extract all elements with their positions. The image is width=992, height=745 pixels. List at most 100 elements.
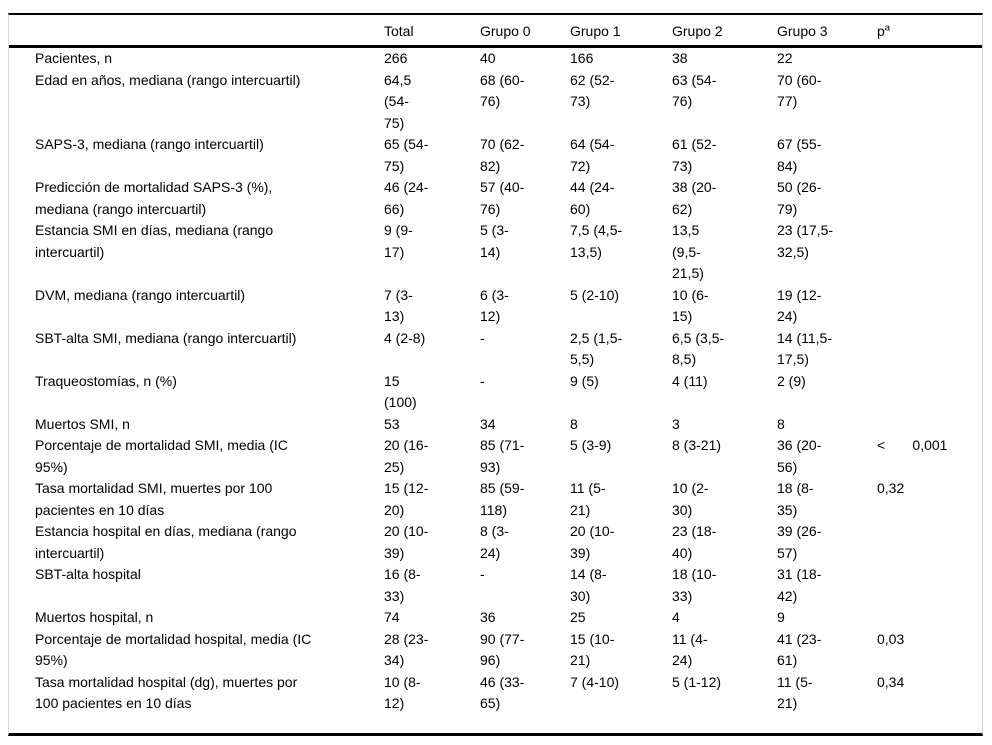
- cell-grupo-2: 63 (54- 76): [672, 71, 717, 110]
- cell-grupo-2: 18 (10- 33): [672, 566, 717, 604]
- cell-grupo-0: 6 (3- 12): [480, 286, 509, 325]
- row-label: Porcentaje de mortalidad SMI, media (IC …: [35, 437, 288, 475]
- cell-grupo-3: 23 (17,5- 32,5): [777, 222, 834, 260]
- cell-grupo-1: 9 (5): [570, 372, 599, 389]
- cell-grupo-2: 38 (20- 62): [672, 179, 717, 217]
- row-label: Predicción de mortalidad SAPS-3 (%), med…: [35, 179, 273, 217]
- cell-total: 65 (54- 75): [384, 136, 429, 174]
- table-row: SAPS-3, mediana (rango intercuartil) 65 …: [9, 134, 982, 177]
- table-row: Pacientes, n 266 40 166 38 22: [9, 47, 982, 70]
- cell-total: 7 (3- 13): [384, 286, 413, 325]
- cell-grupo-3: 67 (55- 84): [777, 136, 822, 174]
- cell-grupo-0: 36: [480, 609, 496, 625]
- header-grupo-2: Grupo 2: [672, 15, 777, 48]
- cell-grupo-2: 4 (11): [672, 372, 708, 389]
- cell-p-value: [877, 371, 982, 414]
- cell-grupo-2: 10 (2- 30): [672, 480, 709, 518]
- table-body: Pacientes, n 266 40 166 38 22 Edad en añ…: [9, 47, 982, 715]
- table-row: Tasa mortalidad hospital (dg), muertes p…: [9, 672, 982, 715]
- cell-grupo-0: 68 (60- 76): [480, 71, 525, 110]
- table-row: Porcentaje de mortalidad SMI, media (IC …: [9, 435, 982, 478]
- cell-grupo-1: 7 (4-10): [570, 673, 620, 690]
- cell-grupo-1: 14 (8- 30): [570, 566, 607, 604]
- cell-grupo-2: 11 (4- 24): [672, 630, 708, 669]
- cell-total: 9 (9- 17): [384, 222, 413, 260]
- header-total: Total: [384, 15, 480, 48]
- cell-grupo-0: -: [480, 329, 485, 346]
- cell-grupo-3: 8: [777, 415, 785, 432]
- table-row: Tasa mortalidad SMI, muertes por 100 pac…: [9, 478, 982, 521]
- cell-grupo-3: 22: [777, 50, 793, 66]
- cell-grupo-0: 70 (62- 82): [480, 136, 525, 174]
- cell-grupo-0: 57 (40- 76): [480, 179, 525, 217]
- cell-grupo-0: 40: [480, 50, 496, 66]
- cell-grupo-0: 90 (77- 96): [480, 630, 525, 669]
- table-row: Estancia hospital en días, mediana (rang…: [9, 521, 982, 564]
- cell-p-value: 0,34: [877, 673, 905, 690]
- cell-grupo-3: 2 (9): [777, 372, 806, 389]
- row-label: SBT-alta SMI, mediana (rango intercuarti…: [35, 329, 297, 346]
- table-row: Predicción de mortalidad SAPS-3 (%), med…: [9, 177, 982, 220]
- header-row: Total Grupo 0 Grupo 1 Grupo 2 Grupo 3 pa: [9, 15, 982, 48]
- row-label: Porcentaje de mortalidad hospital, media…: [35, 630, 312, 669]
- cell-total: 20 (16- 25): [384, 437, 429, 475]
- cell-grupo-3: 11 (5- 21): [777, 673, 813, 712]
- cell-p-value: < 0,001: [877, 437, 948, 453]
- cell-grupo-1: 5 (3-9): [570, 437, 612, 453]
- cell-grupo-0: 5 (3- 14): [480, 222, 509, 260]
- cell-grupo-3: 9: [777, 609, 785, 625]
- cell-grupo-2: 8 (3-21): [672, 437, 722, 453]
- cell-total: 266: [384, 50, 408, 66]
- cell-grupo-3: 36 (20- 56): [777, 437, 822, 475]
- row-label: SBT-alta hospital: [35, 566, 141, 582]
- row-label: DVM, mediana (rango intercuartil): [35, 286, 246, 303]
- cell-p-value: [877, 70, 982, 135]
- row-label: Tasa mortalidad SMI, muertes por 100 pac…: [35, 480, 273, 518]
- cell-grupo-2: 61 (52- 73): [672, 136, 717, 174]
- cell-grupo-3: 14 (11,5- 17,5): [777, 329, 832, 368]
- cell-p-value: [877, 285, 982, 328]
- cell-grupo-0: 34: [480, 415, 496, 432]
- cell-grupo-0: -: [480, 566, 485, 582]
- cell-total: 64,5 (54- 75): [384, 71, 412, 131]
- cell-p-value: 0,03: [877, 630, 905, 647]
- cell-grupo-1: 7,5 (4,5- 13,5): [570, 222, 623, 260]
- table-row: Porcentaje de mortalidad hospital, media…: [9, 629, 982, 672]
- cell-grupo-1: 64 (54- 72): [570, 136, 615, 174]
- row-label: Estancia hospital en días, mediana (rang…: [35, 523, 297, 561]
- table-row: Estancia SMI en días, mediana (rango int…: [9, 220, 982, 285]
- cell-total: 15 (100): [384, 372, 417, 411]
- cell-grupo-2: 6,5 (3,5- 8,5): [672, 329, 725, 368]
- cell-grupo-1: 8: [570, 415, 578, 432]
- cell-p-value: [877, 328, 982, 371]
- row-label: Estancia SMI en días, mediana (rango int…: [35, 222, 274, 260]
- cell-total: 20 (10- 39): [384, 523, 429, 561]
- table-row: Edad en años, mediana (rango intercuarti…: [9, 70, 982, 135]
- cell-grupo-3: 50 (26- 79): [777, 179, 822, 217]
- cell-grupo-1: 44 (24- 60): [570, 179, 615, 217]
- row-label: Muertos hospital, n: [35, 609, 154, 625]
- header-grupo-1: Grupo 1: [570, 15, 672, 48]
- cell-grupo-1: 25: [570, 609, 586, 625]
- cell-total: 10 (8- 12): [384, 673, 421, 712]
- cell-grupo-2: 5 (1-12): [672, 673, 722, 690]
- cell-grupo-1: 166: [570, 50, 594, 66]
- cell-grupo-2: 38: [672, 50, 688, 66]
- cell-p-value: [877, 47, 982, 70]
- table-row: Muertos hospital, n 74 36 25 4 9: [9, 607, 982, 629]
- cell-grupo-1: 11 (5- 21): [570, 480, 606, 518]
- cell-grupo-3: 39 (26- 57): [777, 523, 822, 561]
- table-row: SBT-alta hospital 16 (8- 33) - 14 (8- 30…: [9, 564, 982, 607]
- cell-grupo-2: 10 (6- 15): [672, 286, 709, 325]
- cell-grupo-0: 85 (59- 118): [480, 480, 525, 518]
- cell-grupo-3: 31 (18- 42): [777, 566, 822, 604]
- header-grupo-0: Grupo 0: [480, 15, 570, 48]
- cell-p-value: [877, 521, 982, 564]
- cell-grupo-3: 19 (12- 24): [777, 286, 822, 325]
- cell-grupo-0: 85 (71- 93): [480, 437, 525, 475]
- cell-grupo-2: 3: [672, 415, 680, 432]
- cell-p-value: [877, 607, 982, 629]
- cell-total: 15 (12- 20): [384, 480, 429, 518]
- cell-total: 16 (8- 33): [384, 566, 421, 604]
- row-label: Traqueostomías, n (%): [35, 372, 177, 389]
